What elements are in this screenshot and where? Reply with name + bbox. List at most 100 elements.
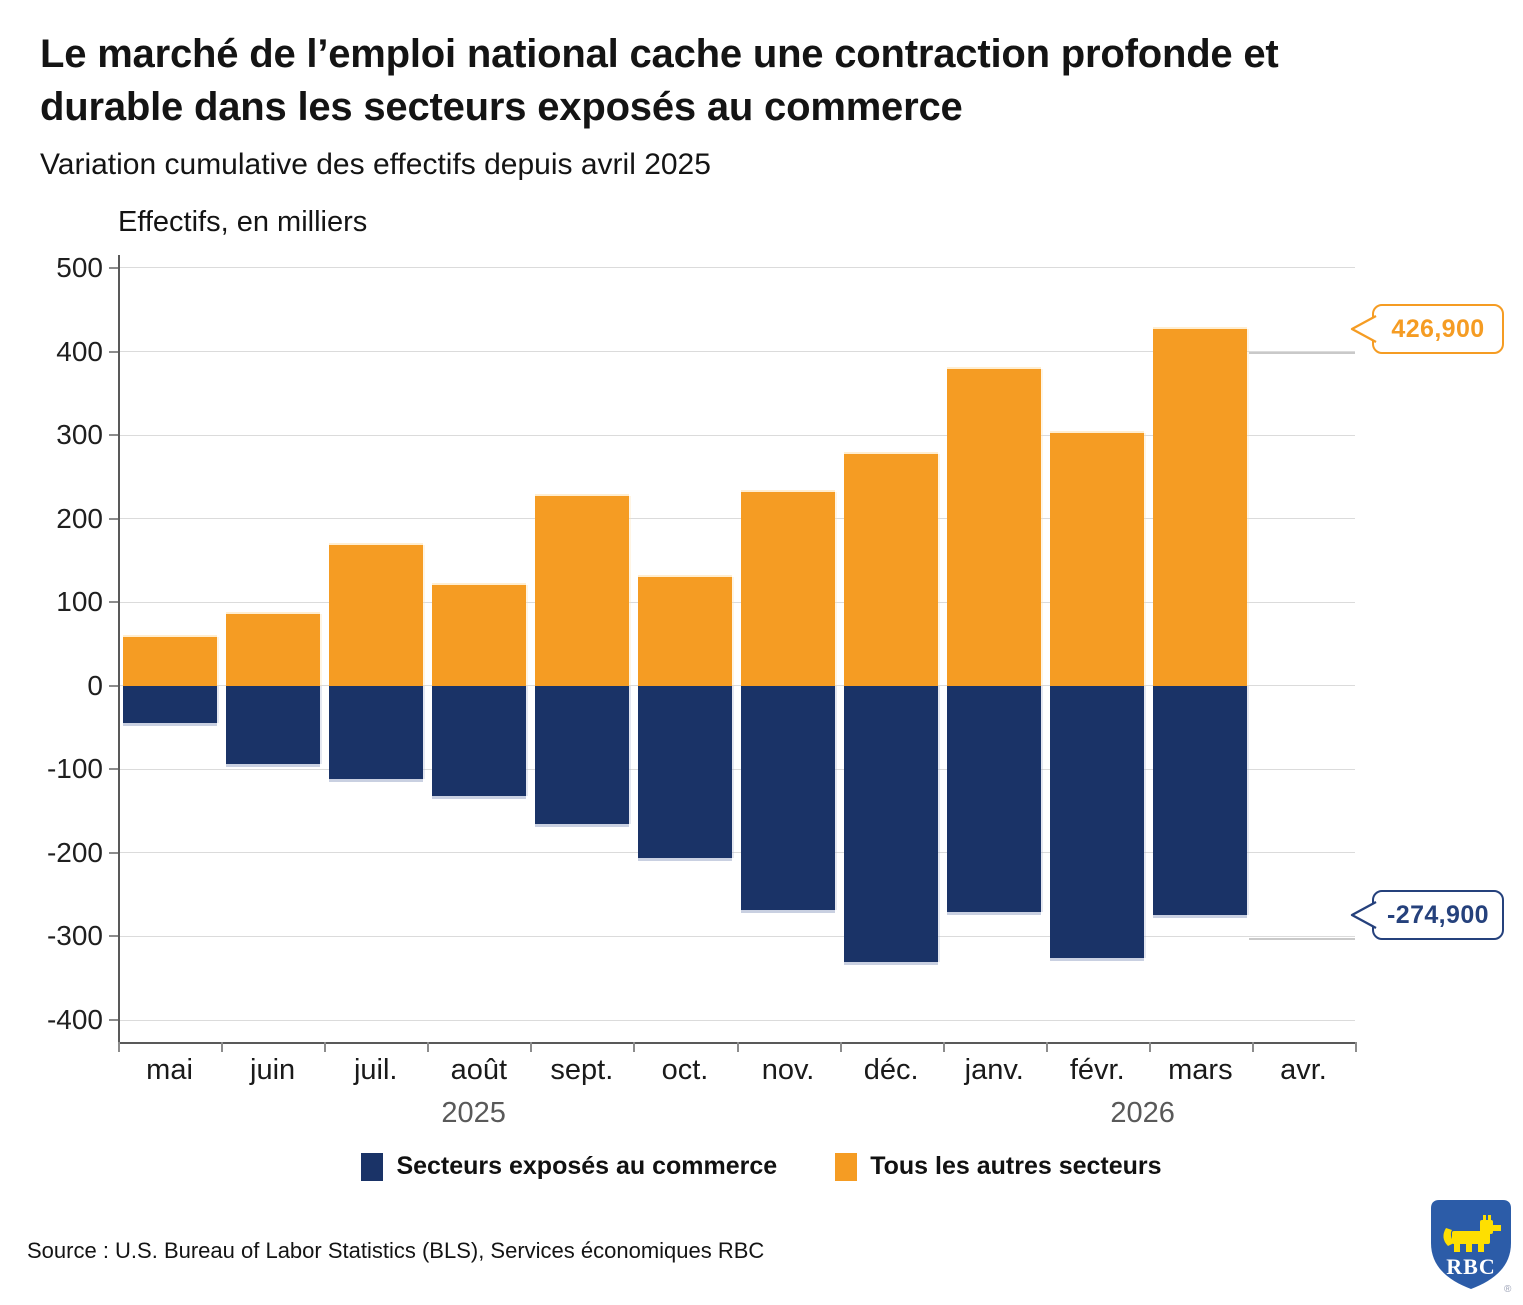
y-tick-label: 0 (87, 669, 103, 701)
y-tick-label: 400 (56, 335, 103, 367)
bar-other-sectors (122, 637, 217, 686)
x-tick-mark (736, 1042, 739, 1052)
rbc-logo: RBC ® (1431, 1200, 1512, 1294)
bar-other-sectors (637, 577, 732, 686)
page-subtitle: Variation cumulative des effectifs depui… (40, 148, 711, 181)
callout-arrow-icon (1350, 901, 1377, 930)
y-tick-mark (109, 851, 118, 854)
legend-swatch (361, 1152, 384, 1181)
x-tick-mark (839, 1042, 842, 1052)
bar-trade-exposed (637, 685, 732, 858)
x-tick-mark (427, 1042, 430, 1052)
gridline (118, 267, 1355, 269)
bar-trade-exposed (328, 685, 423, 779)
y-axis-line (118, 255, 120, 1042)
y-tick-label: 200 (56, 502, 103, 534)
x-tick-mark (530, 1042, 533, 1052)
month-label: mai (146, 1054, 193, 1086)
bar-other-sectors (225, 613, 320, 686)
y-tick-label: -300 (46, 920, 103, 952)
y-tick-mark (109, 517, 118, 520)
month-label: août (450, 1054, 508, 1086)
gridline (118, 768, 1355, 770)
gridline (118, 852, 1355, 854)
svg-text:®: ® (1504, 1284, 1512, 1294)
month-label: juin (250, 1054, 296, 1086)
month-label: mars (1168, 1054, 1233, 1086)
x-tick-mark (1251, 1042, 1254, 1052)
bar-trade-exposed (225, 685, 320, 765)
bar-trade-exposed (1050, 685, 1145, 959)
month-label: nov. (761, 1054, 815, 1086)
year-label: 2026 (1110, 1097, 1175, 1129)
callout-leader-line (1249, 938, 1355, 941)
callout-box: -274,900 (1372, 890, 1504, 941)
y-tick-mark (109, 601, 118, 604)
month-label: juil. (353, 1054, 398, 1086)
y-tick-mark (109, 350, 118, 353)
bar-other-sectors (844, 454, 939, 686)
svg-text:RBC: RBC (1446, 1254, 1495, 1279)
x-tick-mark (942, 1042, 945, 1052)
month-label: avr. (1280, 1054, 1327, 1086)
y-tick-mark (109, 768, 118, 771)
legend-item: Tous les autres secteurs (835, 1152, 1162, 1181)
page-title-line1: Le marché de l’emploi national cache une… (40, 32, 1279, 76)
y-tick-label: 500 (56, 251, 103, 283)
x-tick-mark (1148, 1042, 1151, 1052)
y-tick-mark (109, 434, 118, 437)
y-tick-mark (109, 266, 118, 269)
legend: Secteurs exposés au commerce Tous les aut… (0, 1152, 1523, 1181)
page-title-line2: durable dans les secteurs exposés au com… (40, 85, 963, 130)
y-tick-mark (109, 935, 118, 938)
bar-trade-exposed (947, 685, 1042, 913)
y-tick-label: 300 (56, 419, 103, 451)
month-label: janv. (964, 1054, 1024, 1086)
callout-arrow-icon (1350, 314, 1377, 344)
bar-trade-exposed (741, 685, 836, 910)
legend-swatch (835, 1152, 858, 1181)
page-title: Le marché de l’emploi national cache une… (40, 28, 1480, 134)
gridline (118, 601, 1355, 603)
y-tick-label: -100 (46, 753, 103, 785)
gridline (118, 1019, 1355, 1021)
bar-trade-exposed (844, 685, 939, 963)
y-axis-title: Effectifs, en milliers (118, 206, 368, 238)
bar-trade-exposed (1153, 685, 1248, 916)
x-tick-mark (324, 1042, 327, 1052)
bar-other-sectors (328, 545, 423, 686)
bar-other-sectors (534, 496, 629, 686)
x-tick-mark (221, 1042, 224, 1052)
legend-label: Secteurs exposés au commerce (396, 1152, 778, 1180)
bar-other-sectors (741, 491, 836, 686)
x-tick-mark (1355, 1042, 1357, 1052)
y-tick-label: -400 (46, 1004, 103, 1036)
gridline (118, 685, 1355, 687)
callout-box: 426,900 (1372, 304, 1504, 355)
y-tick-label: 100 (56, 586, 103, 618)
month-label: sept. (550, 1054, 614, 1086)
source-text: Source : U.S. Bureau of Labor Statistics… (27, 1238, 765, 1263)
bar-trade-exposed (122, 685, 217, 724)
legend-item: Secteurs exposés au commerce (361, 1152, 777, 1181)
x-tick-mark (633, 1042, 636, 1052)
month-label: déc. (863, 1054, 919, 1086)
callout-leader-line (1249, 352, 1355, 355)
year-label: 2025 (441, 1097, 506, 1129)
legend-label: Tous les autres secteurs (870, 1152, 1162, 1180)
month-label: févr. (1069, 1054, 1125, 1086)
y-tick-label: -200 (46, 836, 103, 868)
x-tick-mark (1045, 1042, 1048, 1052)
gridline (118, 518, 1355, 520)
x-tick-mark (118, 1042, 120, 1052)
gridline (118, 434, 1355, 436)
month-label: oct. (661, 1054, 709, 1086)
bar-other-sectors (947, 369, 1042, 686)
y-tick-mark (109, 684, 118, 687)
bar-trade-exposed (431, 685, 526, 797)
bar-other-sectors (1153, 329, 1248, 686)
bar-trade-exposed (534, 685, 629, 825)
gridline (118, 351, 1355, 353)
bar-other-sectors (1050, 432, 1145, 686)
